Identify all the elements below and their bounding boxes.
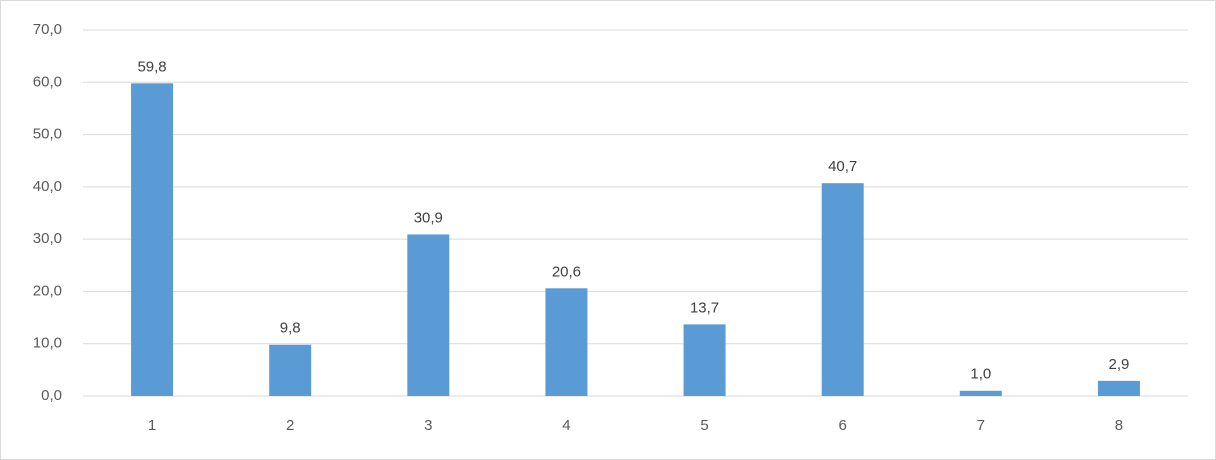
x-tick-label: 7 bbox=[977, 417, 985, 434]
bar bbox=[407, 234, 450, 396]
bar bbox=[269, 344, 312, 396]
bar bbox=[1097, 380, 1140, 396]
y-tick-label: 50,0 bbox=[33, 126, 62, 143]
y-tick-label: 40,0 bbox=[33, 178, 62, 195]
x-tick-label: 2 bbox=[286, 417, 294, 434]
bar bbox=[821, 183, 864, 396]
data-label: 59,8 bbox=[137, 58, 166, 75]
data-label: 9,8 bbox=[280, 320, 301, 337]
x-tick-label: 3 bbox=[424, 417, 432, 434]
y-tick-label: 10,0 bbox=[33, 335, 62, 352]
x-tick-label: 6 bbox=[839, 417, 847, 434]
bar bbox=[131, 83, 174, 397]
bar bbox=[545, 288, 588, 396]
y-tick-label: 30,0 bbox=[33, 230, 62, 247]
data-label: 30,9 bbox=[414, 209, 443, 226]
y-tick-label: 0,0 bbox=[41, 387, 62, 404]
y-tick-label: 70,0 bbox=[33, 21, 62, 38]
bar bbox=[683, 324, 726, 396]
bar bbox=[959, 390, 1002, 396]
data-label: 40,7 bbox=[828, 158, 857, 175]
data-label: 20,6 bbox=[552, 263, 581, 280]
y-tick-label: 60,0 bbox=[33, 73, 62, 90]
data-label: 13,7 bbox=[690, 299, 719, 316]
data-label: 1,0 bbox=[970, 366, 991, 383]
x-tick-label: 5 bbox=[700, 417, 708, 434]
x-tick-label: 8 bbox=[1115, 417, 1123, 434]
x-tick-label: 4 bbox=[562, 417, 570, 434]
y-tick-label: 20,0 bbox=[33, 282, 62, 299]
data-label: 2,9 bbox=[1109, 356, 1130, 373]
x-tick-label: 1 bbox=[148, 417, 156, 434]
